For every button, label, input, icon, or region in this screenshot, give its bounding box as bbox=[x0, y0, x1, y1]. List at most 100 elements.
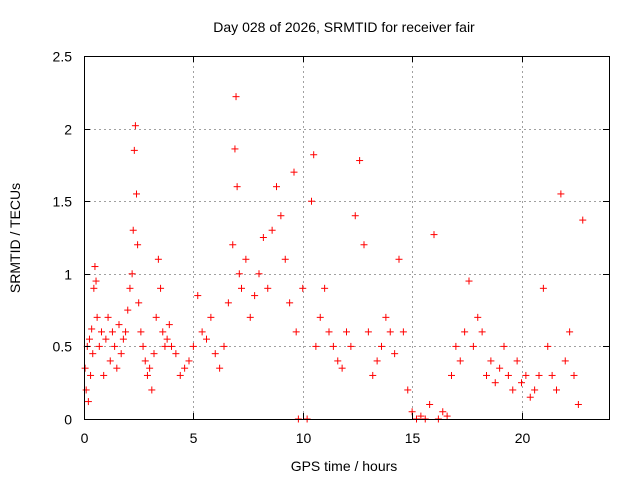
data-point bbox=[139, 342, 147, 350]
data-point bbox=[443, 412, 451, 420]
data-point bbox=[292, 328, 300, 336]
data-point bbox=[509, 386, 517, 394]
data-point bbox=[382, 313, 390, 321]
data-point bbox=[456, 357, 464, 365]
data-point bbox=[246, 313, 254, 321]
y-tick-label: 1.5 bbox=[53, 194, 73, 210]
data-point bbox=[131, 122, 139, 130]
data-point bbox=[386, 328, 394, 336]
data-point bbox=[211, 350, 219, 358]
data-point bbox=[526, 393, 534, 401]
data-point bbox=[548, 371, 556, 379]
data-point bbox=[544, 342, 552, 350]
data-point bbox=[154, 255, 162, 263]
data-point bbox=[129, 226, 137, 234]
data-point bbox=[115, 321, 123, 329]
x-tick-label: 10 bbox=[296, 430, 312, 446]
data-point bbox=[338, 364, 346, 372]
data-point bbox=[255, 270, 263, 278]
data-point bbox=[518, 379, 525, 387]
data-point bbox=[417, 412, 425, 420]
data-point bbox=[238, 284, 245, 292]
data-point bbox=[448, 371, 455, 379]
y-tick-label: 0 bbox=[64, 412, 72, 428]
y-axis-label: SRMTID / TECUs bbox=[7, 183, 23, 293]
data-point bbox=[483, 371, 490, 379]
data-point bbox=[570, 371, 578, 379]
x-tick-label: 15 bbox=[405, 430, 421, 446]
data-point bbox=[98, 328, 105, 336]
data-point bbox=[168, 342, 175, 350]
data-point bbox=[106, 357, 114, 365]
ticks-layer bbox=[84, 56, 609, 420]
data-point bbox=[189, 342, 197, 350]
data-point bbox=[478, 328, 486, 336]
data-point bbox=[133, 190, 140, 198]
data-point bbox=[496, 364, 504, 372]
data-point bbox=[185, 357, 193, 365]
data-point bbox=[553, 386, 560, 394]
data-point bbox=[117, 350, 125, 358]
chart-title: Day 028 of 2026, SRMTID for receiver fai… bbox=[213, 19, 475, 35]
data-point bbox=[504, 371, 512, 379]
data-point bbox=[566, 328, 574, 336]
x-axis-tick-labels: 0 5 10 15 20 bbox=[81, 430, 531, 446]
data-point bbox=[85, 335, 93, 343]
data-point bbox=[235, 270, 243, 278]
data-point bbox=[124, 306, 132, 314]
data-point bbox=[152, 313, 160, 321]
data-point bbox=[87, 371, 95, 379]
data-point bbox=[146, 364, 154, 372]
data-point bbox=[95, 342, 103, 350]
data-point bbox=[574, 400, 582, 408]
data-point bbox=[220, 342, 228, 350]
data-point bbox=[364, 328, 372, 336]
data-point bbox=[487, 357, 495, 365]
data-point bbox=[198, 328, 206, 336]
data-point bbox=[251, 292, 259, 300]
data-point bbox=[89, 350, 97, 358]
data-point bbox=[135, 299, 143, 307]
data-point bbox=[108, 328, 116, 336]
data-point bbox=[373, 357, 381, 365]
data-point bbox=[229, 241, 237, 249]
data-point bbox=[119, 335, 127, 343]
data-point bbox=[369, 371, 377, 379]
data-point bbox=[104, 313, 112, 321]
data-point bbox=[81, 364, 89, 372]
data-point bbox=[426, 400, 434, 408]
data-point bbox=[233, 183, 241, 191]
data-point bbox=[500, 342, 508, 350]
data-point bbox=[130, 146, 138, 154]
data-point bbox=[148, 386, 156, 394]
data-point bbox=[194, 292, 202, 300]
data-point bbox=[404, 386, 412, 394]
data-point bbox=[299, 284, 307, 292]
data-point bbox=[165, 321, 173, 329]
data-point bbox=[82, 386, 90, 394]
data-point bbox=[242, 255, 250, 263]
data-point bbox=[281, 255, 289, 263]
data-point bbox=[378, 342, 385, 350]
data-point bbox=[286, 299, 294, 307]
data-point bbox=[469, 342, 477, 350]
data-point bbox=[141, 357, 149, 365]
data-point bbox=[310, 151, 318, 159]
plot-frame bbox=[84, 56, 610, 420]
data-point bbox=[259, 234, 267, 241]
data-point bbox=[224, 299, 232, 307]
data-point bbox=[351, 212, 359, 220]
data-point bbox=[395, 255, 403, 263]
data-point bbox=[360, 241, 368, 249]
data-point bbox=[88, 325, 96, 333]
data-point bbox=[157, 284, 165, 292]
data-point bbox=[461, 328, 469, 336]
data-point bbox=[100, 371, 108, 379]
data-point bbox=[159, 328, 167, 336]
data-point bbox=[531, 386, 539, 394]
x-tick-label: 0 bbox=[81, 430, 89, 446]
data-point bbox=[513, 357, 521, 365]
data-point bbox=[399, 328, 407, 336]
data-point bbox=[557, 190, 565, 198]
